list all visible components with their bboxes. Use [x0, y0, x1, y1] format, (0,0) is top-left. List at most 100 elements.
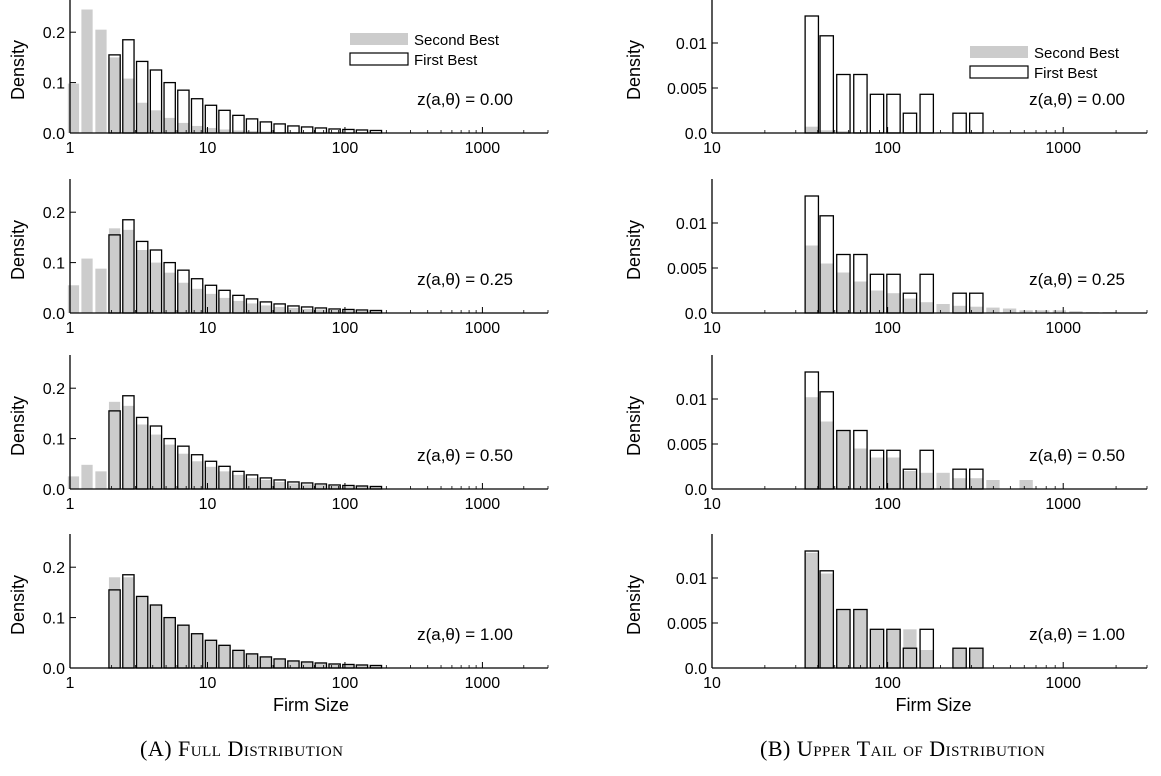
- second-best-bar: [287, 307, 300, 313]
- second-best-bar: [122, 229, 135, 313]
- first-best-bar: [919, 93, 935, 134]
- second-best-bar: [870, 629, 884, 668]
- z-annotation: z(a,θ) = 0.50: [1029, 446, 1125, 465]
- second-best-bar: [246, 303, 258, 313]
- second-best-bar: [969, 306, 983, 313]
- first-best-bar: [259, 121, 273, 134]
- second-best-bar: [836, 430, 851, 489]
- second-best-bar: [836, 609, 851, 668]
- x-tick-label: 1000: [465, 675, 501, 692]
- first-best-bar: [245, 118, 259, 134]
- z-annotation: z(a,θ) = 0.50: [417, 446, 513, 465]
- second-best-bar: [820, 421, 834, 489]
- second-best-bar: [260, 479, 272, 489]
- second-best-bar: [81, 9, 93, 133]
- y-axis-label: Density: [624, 575, 644, 635]
- first-best-bar: [853, 73, 868, 134]
- second-best-bar: [301, 661, 313, 668]
- second-best-bar: [342, 486, 355, 489]
- second-best-bar: [122, 78, 135, 133]
- y-tick-label: 0.1: [43, 611, 65, 628]
- second-best-bar: [150, 262, 162, 313]
- second-best-bar: [164, 444, 176, 489]
- second-best-bar: [315, 309, 327, 313]
- y-tick-label: 0.1: [43, 256, 65, 273]
- second-best-bar: [920, 302, 934, 313]
- second-best-bar: [260, 305, 272, 313]
- second-best-bar: [108, 57, 121, 133]
- second-best-bar: [356, 664, 368, 668]
- second-best-bar: [886, 457, 901, 489]
- x-tick-label: 100: [332, 320, 359, 337]
- x-tick-label: 1: [66, 675, 75, 692]
- second-best-bar: [218, 471, 231, 489]
- caption-panel-a-text: Full Distribution: [178, 736, 344, 761]
- chart-B2: 10 100 1000 0.0 0.005 0.01 Density z(a,θ) = 0.2…: [624, 179, 1148, 337]
- second-best-bar: [328, 663, 341, 668]
- second-best-bar: [164, 272, 176, 313]
- second-best-bar: [836, 131, 851, 133]
- second-best-bar: [315, 662, 327, 668]
- second-best-bar: [301, 308, 313, 313]
- second-best-bar: [952, 305, 967, 313]
- legend: Second Best First Best: [349, 32, 500, 69]
- chart-B1: 10 100 1000 0.0 0.005 0.01 Density z(a,θ) = 0.0…: [624, 0, 1148, 157]
- y-tick-label: 0.0: [685, 306, 707, 323]
- second-best-bar: [805, 126, 819, 133]
- second-best-bar: [274, 306, 286, 313]
- first-best-bar: [902, 112, 918, 134]
- second-best-bar: [164, 117, 176, 133]
- y-axis-label: Density: [8, 220, 28, 280]
- y-tick-label: 0.01: [676, 571, 707, 588]
- second-best-bar: [260, 656, 272, 668]
- second-best-bar: [177, 282, 190, 313]
- second-best-bar: [952, 648, 967, 668]
- y-tick-label: 0.0: [43, 482, 65, 499]
- second-best-bar: [370, 486, 382, 489]
- second-best-bar: [820, 130, 834, 133]
- second-best-bar: [260, 131, 272, 133]
- z-annotation: z(a,θ) = 1.00: [1029, 625, 1125, 644]
- z-annotation: z(a,θ) = 0.00: [417, 90, 513, 109]
- first-best-bar: [314, 127, 328, 134]
- legend-swatch-first-best: [349, 52, 409, 66]
- second-best-bar: [108, 577, 121, 668]
- x-tick-label: 10: [199, 140, 217, 157]
- second-best-bar: [936, 304, 950, 313]
- legend-swatch-second-best: [970, 46, 1028, 58]
- second-best-bar: [903, 298, 917, 313]
- second-best-bar: [136, 250, 148, 313]
- second-best-bar: [81, 464, 93, 489]
- second-best-bar: [205, 127, 217, 133]
- second-best-bar: [853, 281, 868, 313]
- second-best-bar: [218, 645, 231, 668]
- second-best-bar: [95, 29, 107, 133]
- x-tick-label: 1000: [1045, 320, 1081, 337]
- y-tick-label: 0.2: [43, 560, 65, 577]
- legend-label-first-best: First Best: [1034, 65, 1098, 82]
- second-best-bar: [952, 478, 967, 489]
- y-tick-label: 0.005: [667, 81, 707, 98]
- second-best-bar: [67, 83, 80, 133]
- y-tick-label: 0.01: [676, 392, 707, 409]
- y-axis-label: Density: [8, 40, 28, 100]
- caption-panel-a: (A) Full Distribution: [140, 736, 344, 762]
- second-best-bar: [315, 484, 327, 489]
- y-axis-label: Density: [8, 575, 28, 635]
- second-best-bar: [232, 650, 245, 668]
- x-tick-label: 100: [874, 320, 901, 337]
- chart-A3: 1 10 100 1000 0.0 0.1 0.2 Density z(a,θ) = 0.50: [8, 355, 549, 513]
- caption-panel-b: (B) Upper Tail of Distribution: [760, 736, 1045, 762]
- second-best-bar: [274, 481, 286, 489]
- x-tick-label: 1: [66, 140, 75, 157]
- second-best-bar: [246, 477, 258, 489]
- chart-A1: 1 10 100 1000 0.0 0.1 0.2 Density z(a,θ) = 0.00 S…: [8, 0, 549, 157]
- legend-swatch-second-best: [350, 33, 408, 45]
- chart-B4: 10 100 1000 0.0 0.005 0.01 Density z(a,θ) = 1.0…: [624, 534, 1148, 715]
- second-best-bar: [969, 648, 983, 668]
- x-tick-label: 100: [874, 675, 901, 692]
- second-best-bar: [150, 434, 162, 489]
- x-tick-label: 100: [874, 140, 901, 157]
- second-best-bar: [870, 457, 884, 489]
- y-axis-label: Density: [624, 396, 644, 456]
